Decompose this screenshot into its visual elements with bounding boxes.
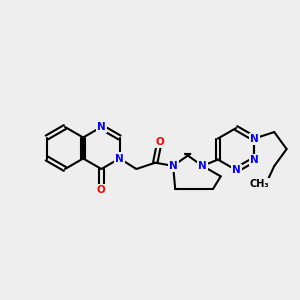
Text: N: N bbox=[198, 161, 207, 171]
Text: CH₃: CH₃ bbox=[250, 179, 269, 189]
Text: N: N bbox=[97, 122, 106, 132]
Text: N: N bbox=[169, 161, 178, 171]
Text: N: N bbox=[250, 134, 259, 144]
Text: N: N bbox=[232, 165, 241, 175]
Text: O: O bbox=[97, 185, 106, 195]
Text: N: N bbox=[115, 154, 124, 164]
Text: O: O bbox=[155, 137, 164, 147]
Text: N: N bbox=[250, 154, 259, 164]
